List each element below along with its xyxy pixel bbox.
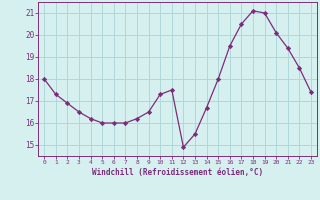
X-axis label: Windchill (Refroidissement éolien,°C): Windchill (Refroidissement éolien,°C) bbox=[92, 168, 263, 177]
